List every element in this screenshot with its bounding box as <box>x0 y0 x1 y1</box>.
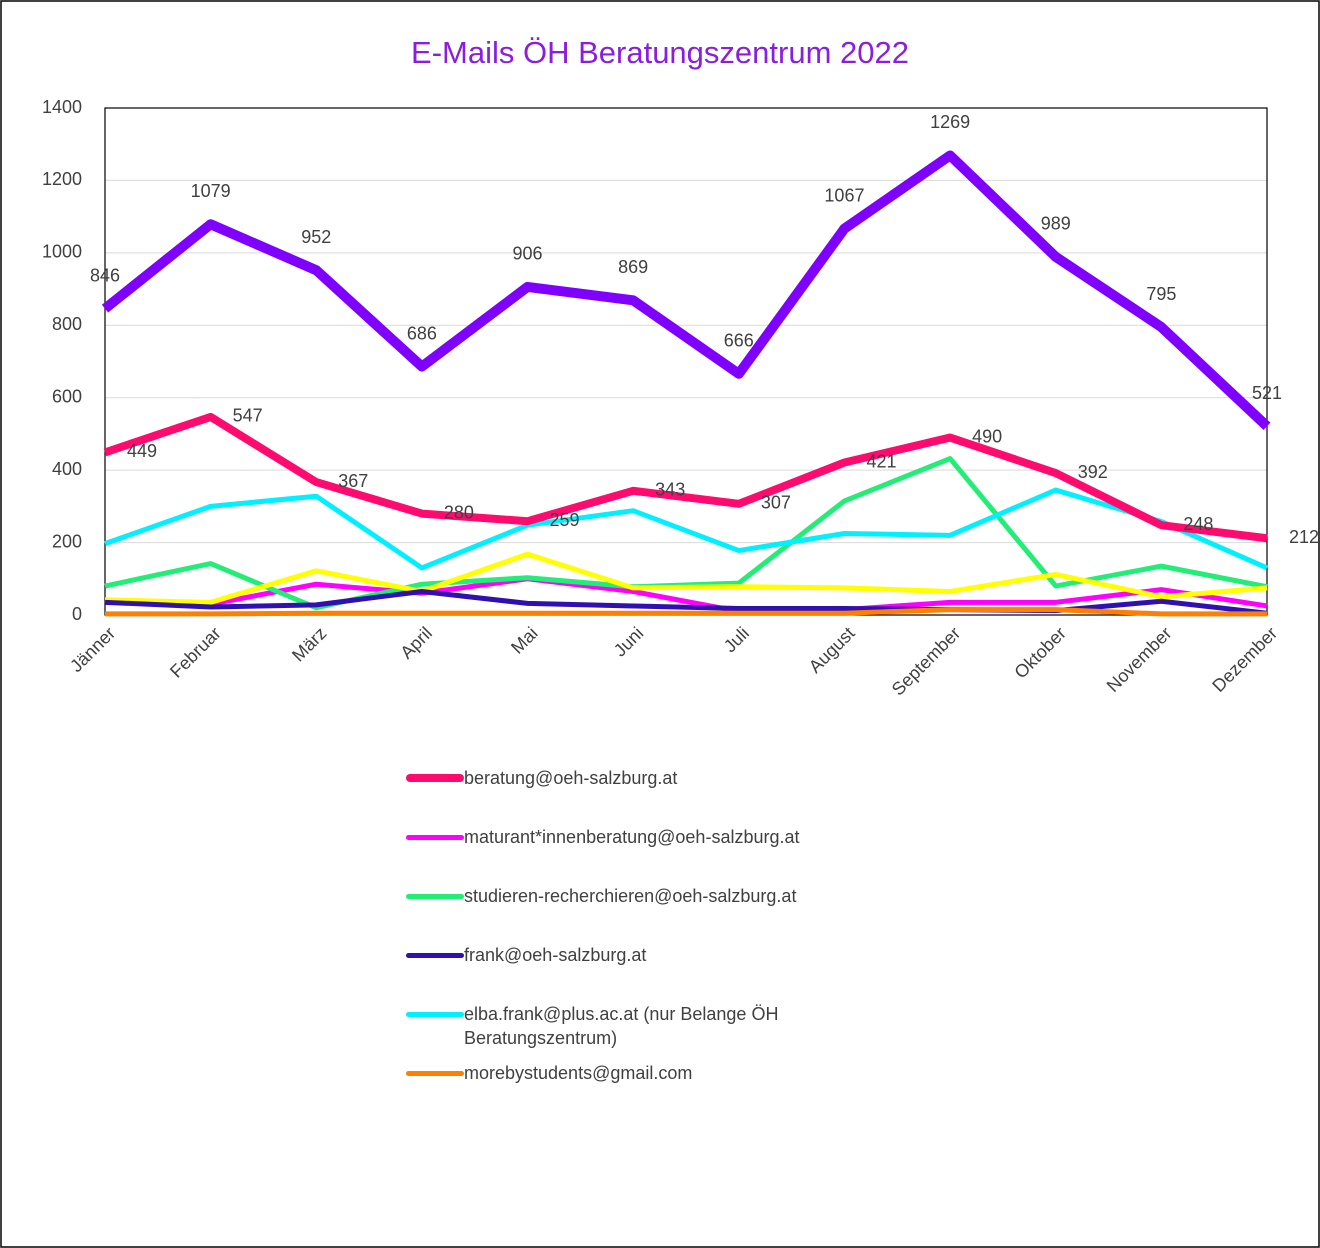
data-label: 1269 <box>930 112 970 132</box>
series-line <box>104 551 1268 605</box>
data-label: 490 <box>972 426 1002 446</box>
y-tick-label: 1400 <box>42 97 82 117</box>
data-label: 307 <box>761 493 791 513</box>
data-label: 421 <box>866 451 896 471</box>
legend-item: morebystudents@gmail.com <box>406 1061 864 1085</box>
chart-title: E-Mails ÖH Beratungszentrum 2022 <box>411 35 909 70</box>
data-label: 869 <box>618 257 648 277</box>
data-label: 449 <box>127 441 157 461</box>
data-label: 212 <box>1289 527 1319 547</box>
legend-label: morebystudents@gmail.com <box>464 1063 693 1083</box>
legend-label: frank@oeh-salzburg.at <box>464 945 647 965</box>
y-tick-label: 200 <box>52 531 82 551</box>
data-label: 343 <box>655 480 685 500</box>
y-tick-label: 600 <box>52 386 82 406</box>
legend-swatch <box>406 952 464 958</box>
data-label: 367 <box>338 471 368 491</box>
data-label: 952 <box>301 227 331 247</box>
data-label: 248 <box>1183 514 1213 534</box>
legend-item: maturant*innenberatung@oeh-salzburg.at <box>406 825 864 849</box>
legend-swatch <box>406 1070 464 1076</box>
series-line <box>103 412 1268 543</box>
data-label: 392 <box>1078 462 1108 482</box>
data-label: 1067 <box>824 185 864 205</box>
legend-item: elba.frank@plus.ac.at (nur Belange ÖH Be… <box>406 1002 864 1050</box>
y-tick-label: 0 <box>72 604 82 624</box>
legend-item: studieren-recherchieren@oeh-salzburg.at <box>406 884 864 908</box>
legend-swatch <box>406 774 464 782</box>
data-label: 547 <box>233 406 263 426</box>
series-line <box>104 487 1269 571</box>
data-label: 259 <box>550 510 580 530</box>
legend-label: elba.frank@plus.ac.at (nur Belange ÖH Be… <box>464 1004 779 1048</box>
series-line <box>105 607 1267 617</box>
data-label: 1079 <box>191 181 231 201</box>
data-label: 846 <box>90 265 120 285</box>
data-label: 666 <box>724 331 754 351</box>
legend-swatch <box>406 834 464 840</box>
legend-label: studieren-recherchieren@oeh-salzburg.at <box>464 886 797 906</box>
y-tick-label: 800 <box>52 314 82 334</box>
y-tick-label: 400 <box>52 459 82 479</box>
legend-item: beratung@oeh-salzburg.at <box>406 766 864 790</box>
data-label: 521 <box>1252 383 1282 403</box>
series-line <box>101 150 1271 430</box>
legend-label: beratung@oeh-salzburg.at <box>464 768 678 788</box>
data-label: 989 <box>1041 214 1071 234</box>
legend-swatch <box>406 1011 464 1017</box>
data-label: 280 <box>444 502 474 522</box>
legend-item: frank@oeh-salzburg.at <box>406 943 864 967</box>
data-label: 795 <box>1146 284 1176 304</box>
legend-label: maturant*innenberatung@oeh-salzburg.at <box>464 827 800 847</box>
y-tick-label: 1000 <box>42 242 82 262</box>
data-label: 686 <box>407 323 437 343</box>
legend-swatch <box>406 893 464 899</box>
series-line <box>104 576 1268 614</box>
y-tick-label: 1200 <box>42 169 82 189</box>
data-label: 906 <box>513 244 543 264</box>
